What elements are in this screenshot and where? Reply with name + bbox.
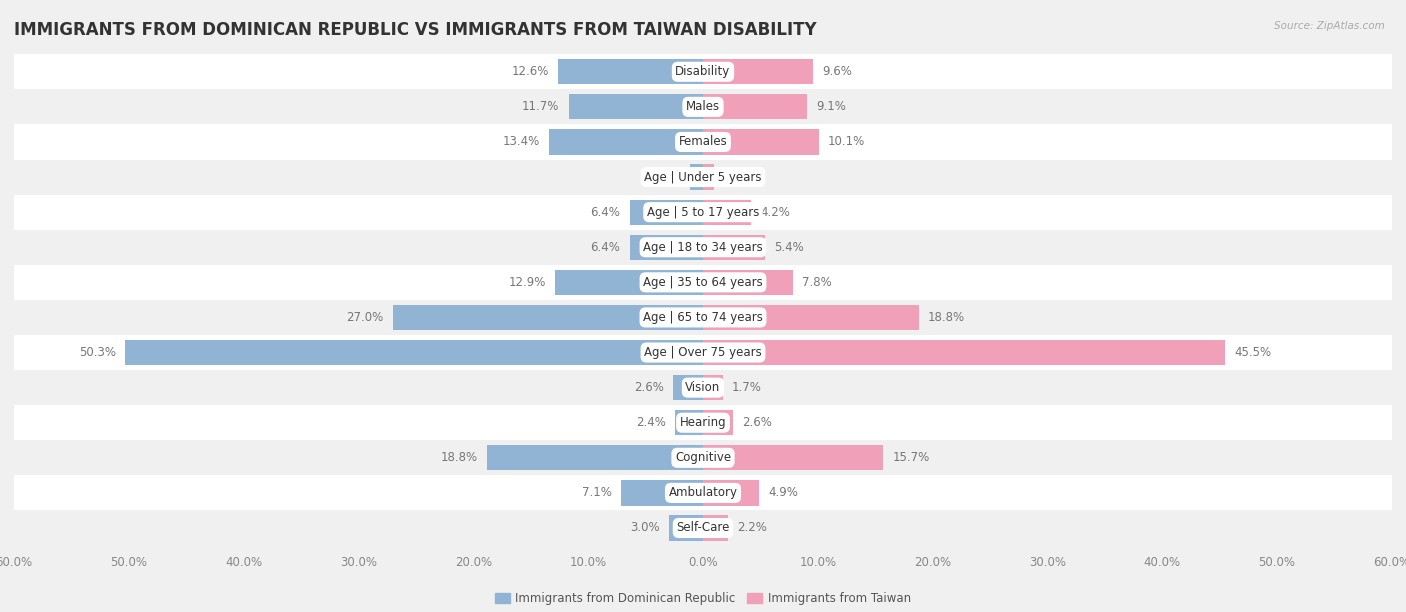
Text: Age | Over 75 years: Age | Over 75 years xyxy=(644,346,762,359)
Text: 11.7%: 11.7% xyxy=(522,100,560,113)
Bar xyxy=(630,234,703,260)
Bar xyxy=(703,234,765,260)
Bar xyxy=(669,515,703,540)
Text: Age | 18 to 34 years: Age | 18 to 34 years xyxy=(643,241,763,254)
Bar xyxy=(14,265,1392,300)
Bar xyxy=(14,510,1392,545)
Bar xyxy=(14,370,1392,405)
Text: Males: Males xyxy=(686,100,720,113)
Bar xyxy=(14,335,1392,370)
Text: Disability: Disability xyxy=(675,65,731,78)
Text: IMMIGRANTS FROM DOMINICAN REPUBLIC VS IMMIGRANTS FROM TAIWAN DISABILITY: IMMIGRANTS FROM DOMINICAN REPUBLIC VS IM… xyxy=(14,21,817,39)
Text: 18.8%: 18.8% xyxy=(928,311,965,324)
Bar xyxy=(690,165,703,190)
Bar xyxy=(703,480,759,506)
Bar xyxy=(558,59,703,84)
Text: 2.6%: 2.6% xyxy=(742,416,772,429)
Bar xyxy=(703,375,723,400)
Text: 1.0%: 1.0% xyxy=(724,171,754,184)
Bar xyxy=(14,405,1392,440)
Bar xyxy=(630,200,703,225)
Text: 9.1%: 9.1% xyxy=(817,100,846,113)
Text: 12.9%: 12.9% xyxy=(509,276,546,289)
Bar xyxy=(125,340,703,365)
Text: Ambulatory: Ambulatory xyxy=(668,487,738,499)
Bar xyxy=(14,160,1392,195)
Bar xyxy=(14,230,1392,265)
Bar xyxy=(555,270,703,295)
Bar xyxy=(675,410,703,435)
Text: Hearing: Hearing xyxy=(679,416,727,429)
Text: 1.1%: 1.1% xyxy=(651,171,681,184)
Bar xyxy=(550,129,703,155)
Text: 2.4%: 2.4% xyxy=(637,416,666,429)
Bar xyxy=(621,480,703,506)
Bar xyxy=(703,270,793,295)
Text: 4.2%: 4.2% xyxy=(761,206,790,218)
Bar xyxy=(673,375,703,400)
Bar xyxy=(703,129,818,155)
Text: 45.5%: 45.5% xyxy=(1234,346,1272,359)
Text: 2.6%: 2.6% xyxy=(634,381,664,394)
Legend: Immigrants from Dominican Republic, Immigrants from Taiwan: Immigrants from Dominican Republic, Immi… xyxy=(491,588,915,610)
Bar xyxy=(703,340,1226,365)
Text: Age | 35 to 64 years: Age | 35 to 64 years xyxy=(643,276,763,289)
Text: 9.6%: 9.6% xyxy=(823,65,852,78)
Text: Self-Care: Self-Care xyxy=(676,521,730,534)
Text: 6.4%: 6.4% xyxy=(591,206,620,218)
Text: Age | 5 to 17 years: Age | 5 to 17 years xyxy=(647,206,759,218)
Text: 18.8%: 18.8% xyxy=(441,451,478,465)
Text: Age | 65 to 74 years: Age | 65 to 74 years xyxy=(643,311,763,324)
Bar xyxy=(14,440,1392,476)
Bar xyxy=(703,59,813,84)
Text: Source: ZipAtlas.com: Source: ZipAtlas.com xyxy=(1274,21,1385,31)
Text: 4.9%: 4.9% xyxy=(769,487,799,499)
Text: 5.4%: 5.4% xyxy=(775,241,804,254)
Bar xyxy=(486,445,703,471)
Text: 7.8%: 7.8% xyxy=(801,276,831,289)
Bar xyxy=(703,410,733,435)
Bar xyxy=(14,195,1392,230)
Text: 10.1%: 10.1% xyxy=(828,135,866,149)
Text: 2.2%: 2.2% xyxy=(738,521,768,534)
Bar xyxy=(703,165,714,190)
Text: Age | Under 5 years: Age | Under 5 years xyxy=(644,171,762,184)
Text: 3.0%: 3.0% xyxy=(630,521,659,534)
Text: 6.4%: 6.4% xyxy=(591,241,620,254)
Text: 13.4%: 13.4% xyxy=(503,135,540,149)
Bar xyxy=(14,89,1392,124)
Text: 15.7%: 15.7% xyxy=(893,451,929,465)
Bar xyxy=(14,124,1392,160)
Bar xyxy=(14,54,1392,89)
Bar xyxy=(703,200,751,225)
Text: Cognitive: Cognitive xyxy=(675,451,731,465)
Text: 27.0%: 27.0% xyxy=(346,311,384,324)
Text: 12.6%: 12.6% xyxy=(512,65,550,78)
Text: 50.3%: 50.3% xyxy=(79,346,117,359)
Bar xyxy=(703,445,883,471)
Bar xyxy=(14,300,1392,335)
Bar xyxy=(14,476,1392,510)
Text: Vision: Vision xyxy=(685,381,721,394)
Bar xyxy=(703,515,728,540)
Text: 1.7%: 1.7% xyxy=(731,381,762,394)
Text: Females: Females xyxy=(679,135,727,149)
Bar xyxy=(392,305,703,330)
Bar xyxy=(703,305,920,330)
Bar xyxy=(703,94,807,119)
Bar xyxy=(568,94,703,119)
Text: 7.1%: 7.1% xyxy=(582,487,612,499)
